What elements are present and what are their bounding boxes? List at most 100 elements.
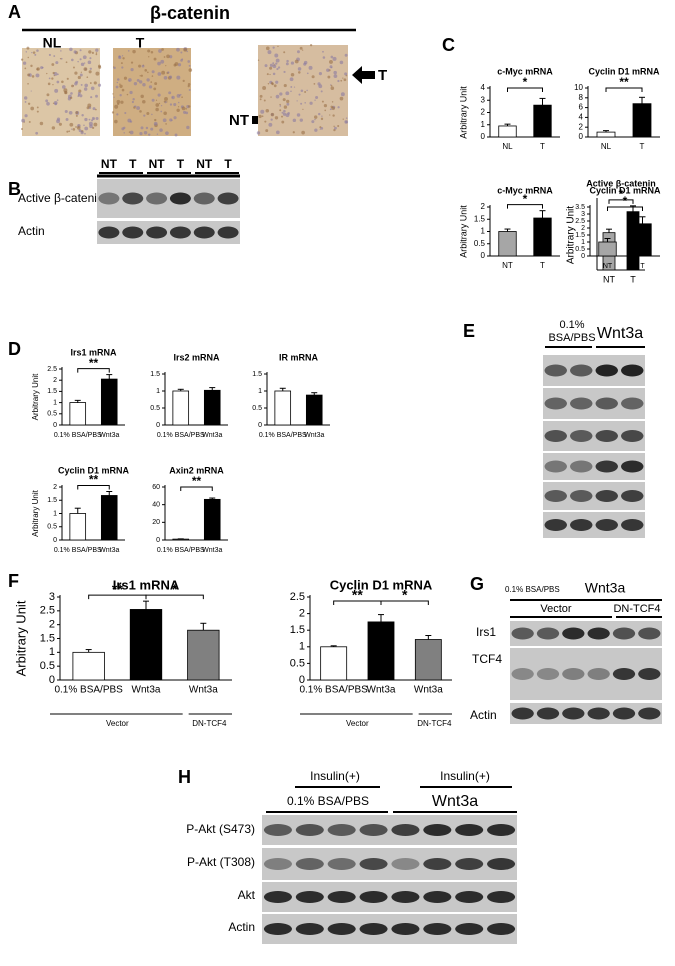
significance-label: * — [402, 587, 408, 603]
micrograph-texture — [337, 124, 340, 128]
micrograph-texture — [84, 117, 88, 122]
micrograph-texture — [283, 109, 286, 113]
micrograph-texture — [187, 85, 190, 88]
blot-band — [295, 891, 324, 903]
micrograph-texture — [162, 118, 167, 123]
micrograph-texture — [20, 128, 24, 131]
micrograph-texture — [92, 107, 96, 111]
micrograph-texture — [27, 82, 29, 85]
micrograph-texture — [84, 126, 89, 131]
blot-row — [510, 648, 662, 700]
blot-band — [391, 824, 420, 836]
micrograph-texture — [337, 106, 340, 109]
micrograph-texture — [176, 93, 181, 98]
header: 0.1% BSA/PBS — [287, 794, 369, 808]
lane-label: T — [224, 157, 232, 171]
micrograph-texture — [120, 100, 124, 104]
micrograph-texture — [56, 119, 61, 124]
micrograph — [22, 48, 100, 136]
row-label: Actin — [18, 224, 45, 238]
micrograph-texture — [83, 62, 86, 64]
micrograph-texture — [337, 79, 340, 83]
micrograph-texture — [259, 94, 263, 98]
micrograph-texture — [339, 60, 344, 65]
header: BSA/PBS — [548, 332, 595, 344]
y-tick-label: 0 — [579, 132, 584, 141]
micrograph-texture — [39, 121, 44, 126]
micrograph-texture — [158, 102, 161, 105]
chart-title: Irs2 mRNA — [173, 352, 220, 362]
x-tick-label: 0.1% BSA/PBS — [259, 432, 307, 439]
micrograph-texture — [121, 88, 125, 92]
x-tick-label: 0.1% BSA/PBS — [299, 685, 368, 696]
micrograph-texture — [320, 90, 323, 93]
bar — [100, 495, 118, 541]
micrograph-texture — [185, 108, 187, 110]
micrograph-texture — [93, 81, 97, 85]
micrograph-texture — [95, 48, 99, 52]
blot-band — [595, 460, 618, 473]
micrograph-texture — [282, 98, 286, 102]
image-label: T — [136, 35, 145, 51]
header: DN-TCF4 — [613, 603, 660, 615]
blot-band — [621, 430, 644, 442]
x-tick-label: Wnt3a — [99, 547, 119, 554]
micrograph-texture — [138, 64, 142, 68]
micrograph-texture — [139, 110, 142, 113]
micrograph-texture — [272, 64, 277, 69]
micrograph-texture — [61, 85, 66, 89]
x-tick-label: NT — [603, 263, 613, 270]
blot-band — [359, 891, 388, 903]
micrograph-texture — [65, 117, 69, 121]
micrograph-texture — [299, 46, 303, 50]
blot-band — [263, 923, 292, 935]
micrograph-texture — [314, 118, 316, 121]
micrograph-texture — [147, 71, 149, 74]
blot-band — [455, 858, 484, 870]
micrograph-texture — [302, 108, 304, 110]
blot-band — [511, 627, 534, 640]
panel-letter: H — [178, 767, 191, 787]
group-label: DN-TCF4 — [417, 719, 452, 728]
micrograph-texture — [122, 57, 125, 60]
micrograph-texture — [173, 116, 177, 120]
micrograph-texture — [282, 112, 287, 116]
micrograph-texture — [147, 133, 151, 136]
panel-letter: E — [463, 321, 475, 341]
micrograph-texture — [265, 129, 269, 133]
micrograph-texture — [272, 72, 276, 76]
blot-band — [391, 891, 420, 903]
micrograph-texture — [86, 76, 89, 79]
y-tick-label: 2 — [299, 608, 305, 620]
micrograph-texture — [286, 59, 289, 63]
micrograph-texture — [133, 81, 138, 86]
micrograph-texture — [274, 53, 279, 58]
micrograph-texture — [140, 94, 144, 99]
bar — [129, 609, 163, 681]
micrograph-texture — [89, 57, 92, 60]
arrow — [352, 66, 375, 84]
micrograph-texture — [91, 116, 95, 120]
micrograph-texture — [118, 55, 121, 58]
header: Insulin(+) — [440, 769, 490, 783]
bar — [596, 131, 616, 138]
micrograph-texture — [142, 83, 146, 87]
bar — [203, 498, 221, 541]
x-tick-label: Wnt3a — [132, 685, 161, 696]
y-axis-label: Arbitrary Unit — [458, 205, 468, 258]
micrograph-texture — [95, 53, 98, 56]
micrograph-texture — [71, 84, 74, 88]
micrograph-texture — [36, 106, 39, 109]
blot-band — [595, 519, 618, 531]
micrograph-texture — [56, 80, 60, 84]
significance-label: * — [619, 187, 624, 201]
micrograph-texture — [97, 83, 102, 87]
micrograph-texture — [166, 54, 170, 59]
micrograph-texture — [121, 66, 124, 69]
micrograph-texture — [332, 56, 337, 61]
micrograph-texture — [286, 102, 290, 106]
micrograph-texture — [75, 114, 78, 117]
micrograph-texture — [346, 121, 348, 123]
micrograph-texture — [275, 62, 278, 65]
y-tick-label: 0 — [581, 253, 585, 260]
